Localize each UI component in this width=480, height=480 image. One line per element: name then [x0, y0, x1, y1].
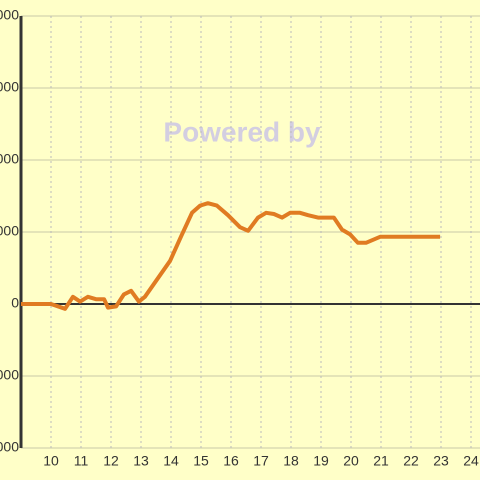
- x-tick-label: 16: [223, 453, 239, 469]
- y-tick-label: -3,000: [0, 367, 19, 383]
- x-tick-label: 19: [313, 453, 329, 469]
- watermark: Powered by: [163, 116, 321, 147]
- x-tick-label: 18: [283, 453, 299, 469]
- y-tick-label: -6,000: [0, 439, 19, 455]
- x-tick-label: 14: [163, 453, 179, 469]
- x-tick-label: 20: [343, 453, 359, 469]
- x-tick-label: 11: [74, 453, 89, 469]
- y-tick-label: 12,000: [0, 7, 19, 23]
- y-tick-label: 9,000: [0, 79, 19, 95]
- y-tick-label: 6,000: [0, 151, 19, 167]
- x-tick-label: 17: [253, 453, 269, 469]
- y-tick-label: 3,000: [0, 223, 19, 239]
- x-tick-label: 10: [43, 453, 59, 469]
- y-tick-label: 0: [11, 295, 19, 311]
- x-tick-label: 21: [373, 453, 389, 469]
- x-tick-label: 24: [463, 453, 479, 469]
- data-line: [21, 201, 441, 311]
- x-tick-label: 15: [193, 453, 209, 469]
- x-tick-label: 12: [103, 453, 119, 469]
- x-tick-label: 13: [133, 453, 149, 469]
- x-tick-label: 23: [433, 453, 449, 469]
- x-tick-label: 22: [403, 453, 419, 469]
